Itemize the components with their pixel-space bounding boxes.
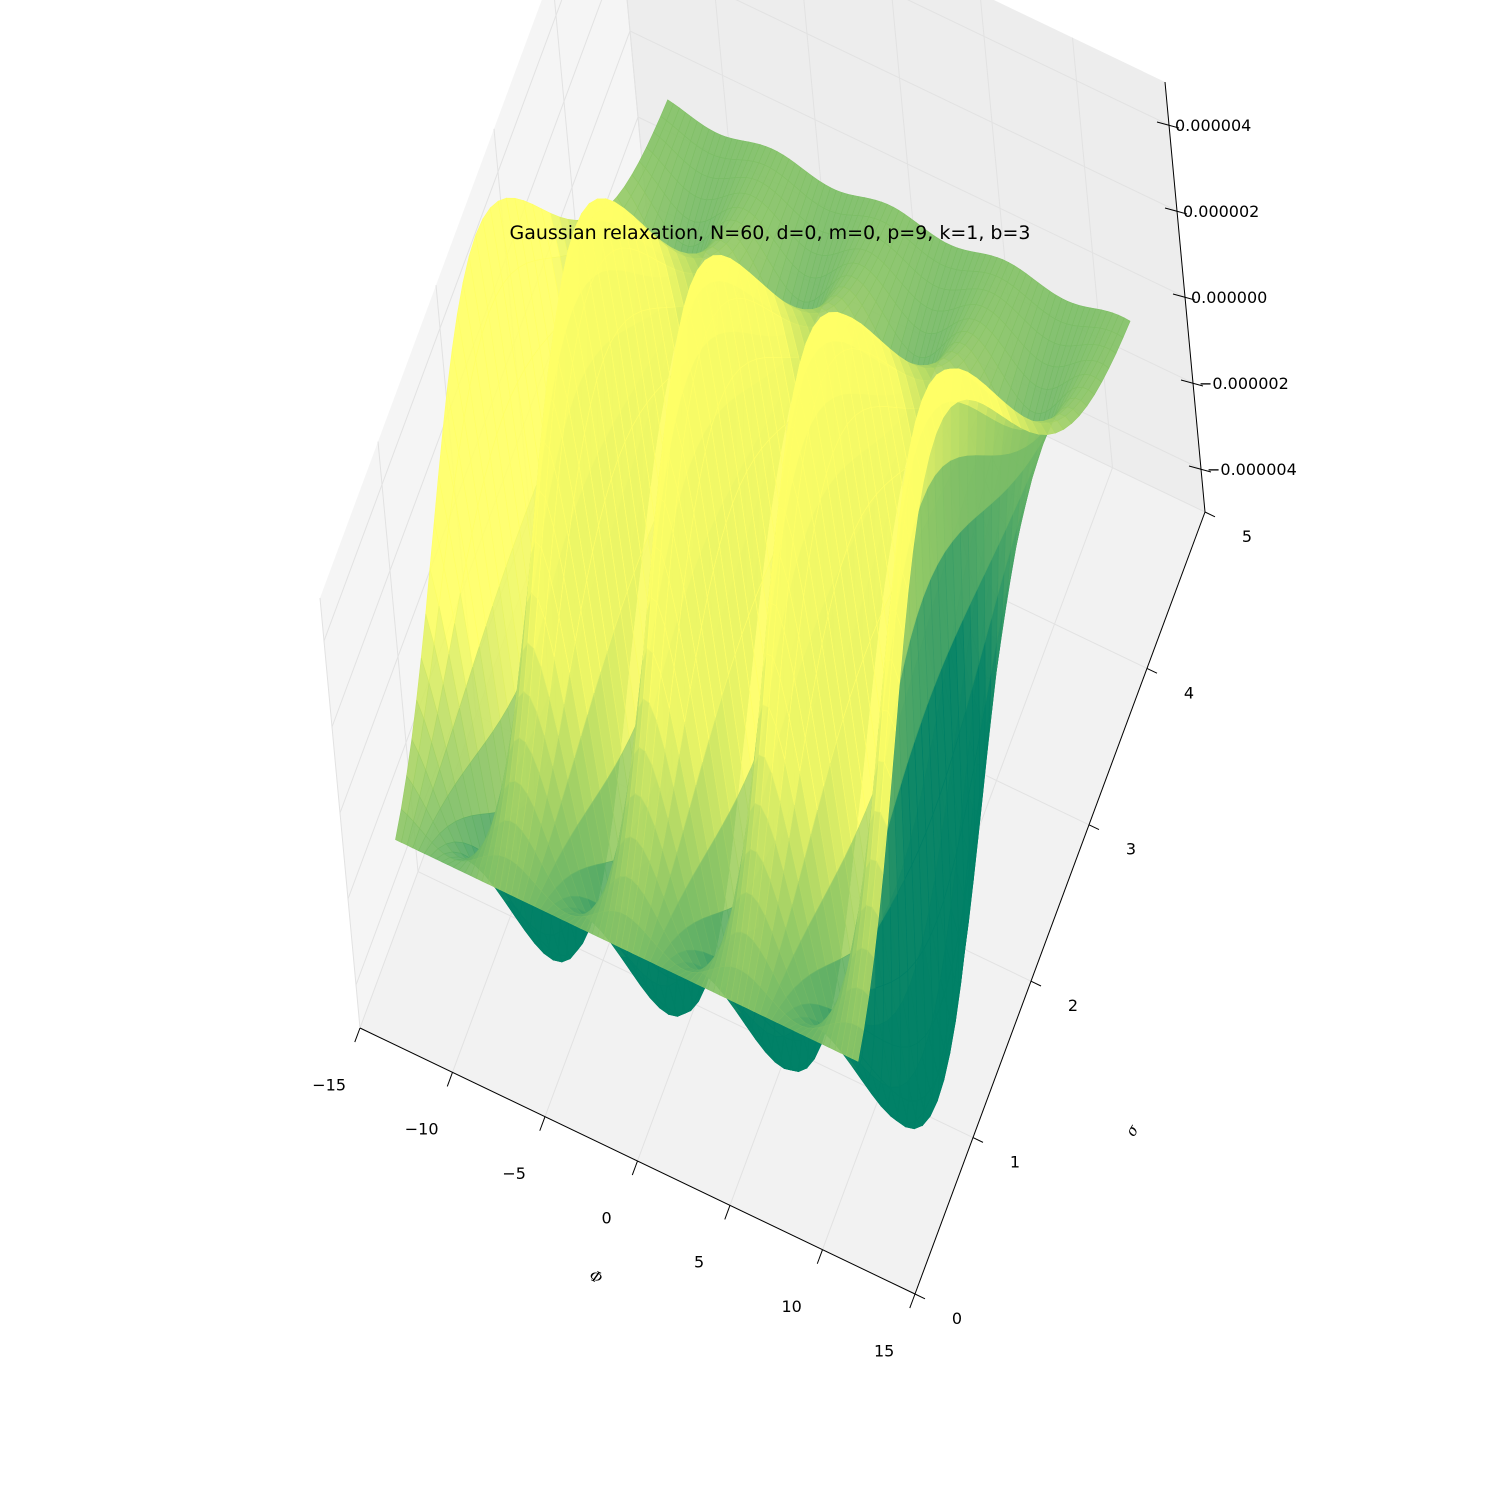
z-tick-mark [1180, 379, 1204, 387]
x-tick-label: 5 [694, 1253, 704, 1272]
surface-patch [958, 401, 969, 458]
y-tick-mark [1030, 980, 1042, 987]
y-tick-mark [1146, 667, 1158, 674]
surface-patch [882, 905, 893, 986]
chart-title: Gaussian relaxation, N=60, d=0, m=0, p=9… [509, 222, 1030, 244]
surface-patch [899, 969, 910, 1048]
x-tick-mark [539, 1116, 546, 1131]
surface-patch [975, 409, 987, 456]
surface-mesh [395, 99, 1131, 1130]
x-tick-label: 0 [602, 1208, 612, 1227]
y-tick-label: 3 [1126, 840, 1136, 859]
surface-patch [908, 1042, 918, 1102]
y-axis-label: σ [1122, 1121, 1143, 1140]
x-tick-label: −15 [312, 1075, 346, 1094]
surface-patch [991, 454, 1002, 504]
x-tick-label: 10 [781, 1297, 801, 1316]
x-tick-mark [724, 1205, 731, 1220]
surface-patch [890, 1044, 902, 1098]
z-tick-label: −0.000004 [1207, 460, 1297, 479]
x-axis-label: Φ [587, 1266, 606, 1288]
y-axis-line [914, 511, 1206, 1295]
x-tick-mark [354, 1027, 361, 1043]
z-tick-mark [1156, 121, 1180, 129]
y-tick-label: 2 [1068, 996, 1078, 1015]
y-tick-label: 0 [952, 1309, 962, 1328]
y-tick-mark [914, 1293, 926, 1300]
x-tick-label: −5 [502, 1164, 526, 1183]
grid-line-z [323, 0, 1170, 642]
surface-patch [891, 976, 902, 1048]
surface-patch [983, 454, 993, 511]
z-tick-label: 0.000000 [1191, 288, 1267, 307]
x-tick-mark [631, 1160, 638, 1176]
x-tick-mark [909, 1293, 916, 1309]
y-tick-label: 5 [1242, 527, 1252, 546]
z-tick-mark [1188, 465, 1212, 473]
x-tick-label: 15 [874, 1341, 894, 1360]
surface-patch [873, 984, 884, 1042]
z-tick-label: 0.000002 [1183, 202, 1259, 221]
y-tick-mark [972, 1137, 984, 1143]
surface-patch [851, 1025, 864, 1062]
x-tick-mark [816, 1249, 823, 1264]
tick-marks: −15 −10 −5 0 5 10 15 0 1 2 3 4 5 −0.000004 −0.000002 0.… [312, 116, 1297, 1360]
z-tick-label: 0.000004 [1175, 116, 1251, 135]
x-tick-label: −10 [405, 1120, 439, 1139]
grid-line-z [331, 0, 1178, 728]
surface-patch [924, 1023, 934, 1097]
surface-patch [950, 400, 960, 461]
y-tick-mark [1088, 824, 1100, 831]
surface-patch [899, 1046, 910, 1102]
z-tick-label: −0.000002 [1199, 374, 1289, 393]
surface-patch [966, 454, 977, 525]
y-tick-mark [1204, 511, 1216, 518]
x-tick-mark [446, 1072, 453, 1087]
z-tick-mark [1164, 207, 1188, 215]
y-tick-label: 1 [1010, 1153, 1020, 1172]
surface-patch [975, 454, 985, 518]
z-tick-mark [1172, 293, 1196, 301]
surface-patch [882, 981, 893, 1046]
surface-patch [916, 1035, 926, 1102]
surface-patch [966, 404, 978, 456]
y-tick-label: 4 [1184, 683, 1194, 702]
